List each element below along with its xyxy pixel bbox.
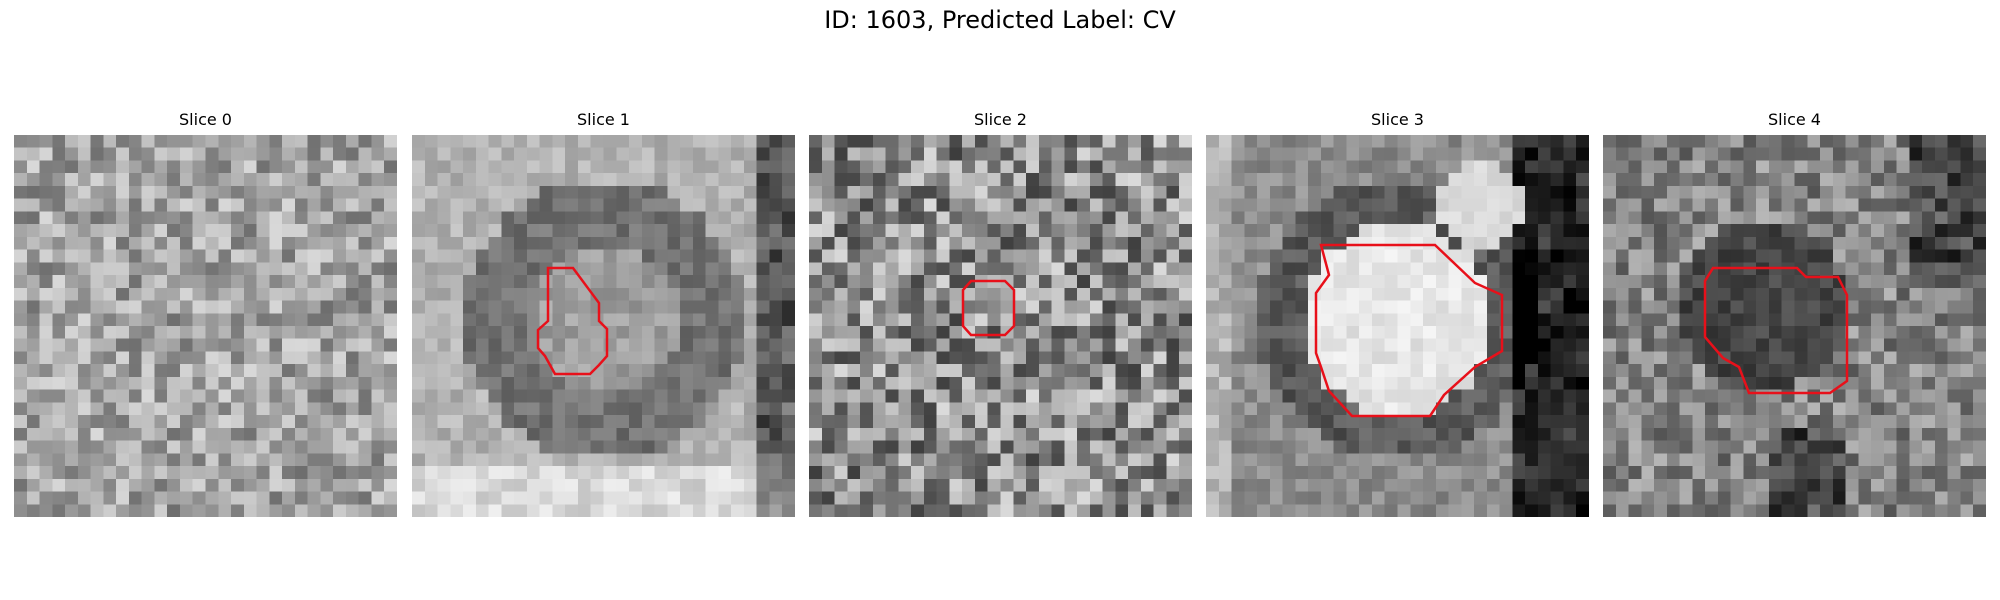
segmentation-outline — [961, 279, 1016, 337]
slice-title: Slice 1 — [577, 110, 630, 129]
slice-panel-1: Slice 1 — [412, 110, 795, 517]
slice-image — [14, 135, 397, 517]
slice-panel-4: Slice 4 — [1603, 110, 1986, 517]
outline-shape — [961, 279, 1016, 337]
slice-title: Slice 3 — [1371, 110, 1424, 129]
segmentation-outline — [536, 266, 609, 376]
segmentation-outline — [1314, 243, 1504, 418]
slice-image — [809, 135, 1192, 517]
figure-title: ID: 1603, Predicted Label: CV — [824, 6, 1176, 34]
outline-shape — [1703, 266, 1849, 395]
slice-panel-0: Slice 0 — [14, 110, 397, 517]
slice-image — [1603, 135, 1986, 517]
outline-shape — [536, 266, 609, 376]
slice-panel-2: Slice 2 — [809, 110, 1192, 517]
slice-title: Slice 0 — [179, 110, 232, 129]
slice-image — [1206, 135, 1589, 517]
slice-title: Slice 2 — [974, 110, 1027, 129]
slice-title: Slice 4 — [1768, 110, 1821, 129]
slice-panel-3: Slice 3 — [1206, 110, 1589, 517]
outline-shape — [1314, 243, 1504, 418]
segmentation-outline — [1703, 266, 1849, 395]
